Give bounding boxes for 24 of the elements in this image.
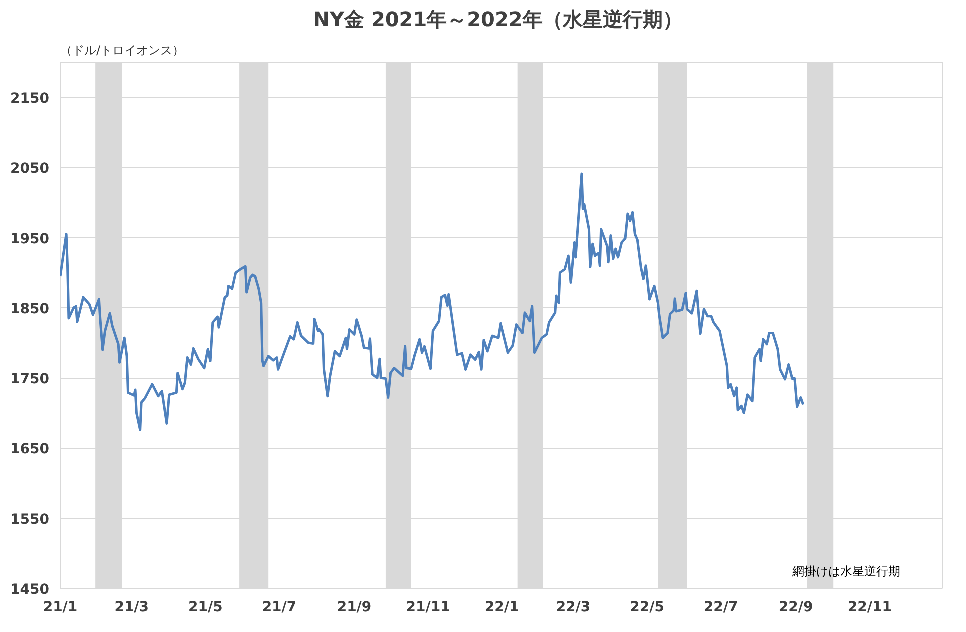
x-tick-label: 21/9: [337, 600, 372, 616]
y-tick-label: 1450: [10, 582, 50, 598]
x-tick-label: 22/11: [848, 600, 892, 616]
x-tick-label: 22/5: [630, 600, 664, 616]
annotation: 網掛けは水星逆行期: [792, 564, 900, 578]
y-axis-title: （ドル/トロイオンス）: [60, 44, 185, 58]
x-tick-label: 21/7: [262, 600, 297, 616]
x-tick-label: 21/11: [406, 600, 450, 616]
chart-title: NY金 2021年～2022年（水星逆行期）: [313, 8, 683, 32]
y-tick-label: 1850: [10, 301, 50, 318]
x-tick-label: 22/3: [556, 600, 591, 616]
x-tick-label: 21/3: [114, 600, 150, 616]
x-tick-label: 22/9: [778, 600, 814, 616]
y-tick-label: 1950: [10, 231, 50, 248]
y-tick-label: 1650: [10, 442, 50, 458]
y-tick-label: 2150: [10, 91, 50, 108]
x-tick-label: 22/7: [704, 600, 738, 616]
x-tick-label: 21/1: [43, 600, 78, 616]
y-tick-label: 1550: [10, 512, 50, 528]
y-tick-label: 2050: [10, 161, 50, 178]
x-tick-label: 21/5: [188, 600, 223, 616]
x-tick-label: 22/1: [484, 600, 520, 616]
y-tick-label: 1750: [10, 372, 50, 388]
line-series: [60, 172, 805, 432]
